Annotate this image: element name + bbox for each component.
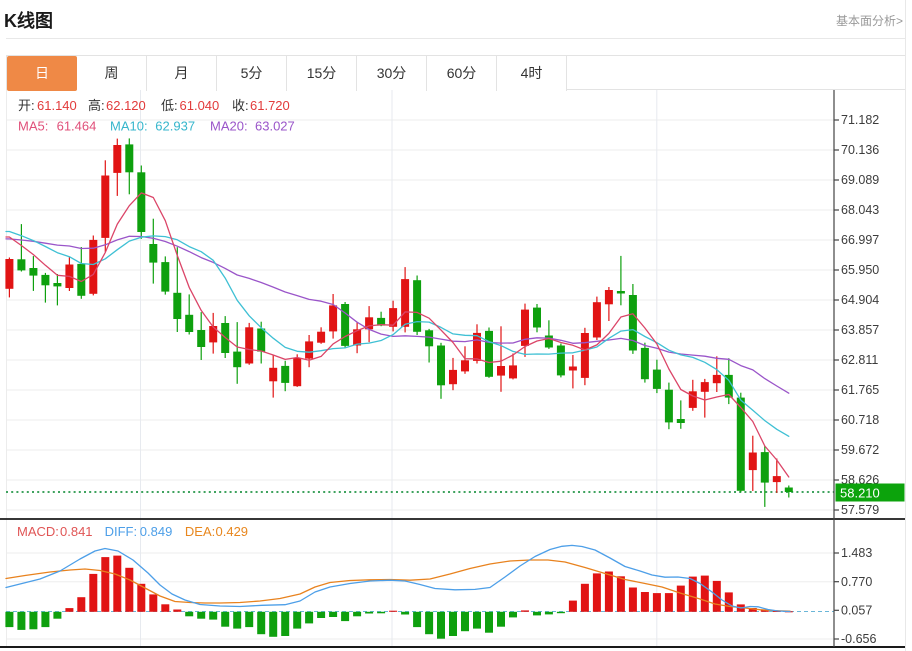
svg-text:57.579: 57.579 [841,503,879,517]
svg-text:69.089: 69.089 [841,173,879,187]
svg-text:62.811: 62.811 [841,353,878,367]
svg-text:66.997: 66.997 [841,233,879,247]
svg-text:0.057: 0.057 [841,604,872,618]
svg-text:58.210: 58.210 [840,486,880,501]
svg-text:59.672: 59.672 [841,443,879,457]
svg-text:64.904: 64.904 [841,293,879,307]
svg-text:0.770: 0.770 [841,575,872,589]
svg-text:70.136: 70.136 [841,143,879,157]
svg-text:60.718: 60.718 [841,413,879,427]
svg-text:-0.656: -0.656 [841,632,876,646]
svg-text:1.483: 1.483 [841,546,872,560]
svg-text:65.950: 65.950 [841,263,879,277]
svg-text:71.182: 71.182 [841,113,879,127]
svg-text:63.857: 63.857 [841,323,879,337]
svg-text:61.765: 61.765 [841,383,879,397]
svg-text:68.043: 68.043 [841,203,879,217]
